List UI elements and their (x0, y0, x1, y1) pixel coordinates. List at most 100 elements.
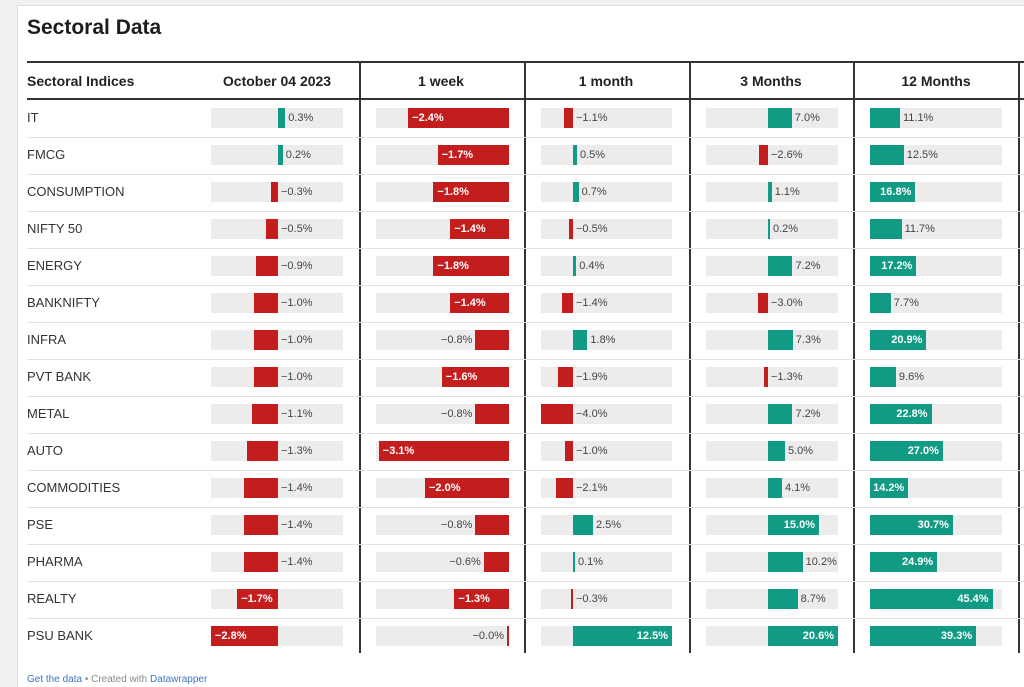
row-label-infra: INFRA (27, 332, 66, 347)
value-label: −1.3% (281, 441, 313, 461)
datawrapper-link[interactable]: Datawrapper (150, 674, 207, 685)
value-label: −1.7% (442, 145, 474, 165)
column-divider (524, 63, 526, 653)
value-label: 12.5% (907, 145, 938, 165)
value-label: 10.2% (806, 552, 837, 572)
row-label-energy: ENERGY (27, 258, 82, 273)
bar-track (211, 108, 343, 128)
value-label: −0.9% (281, 256, 313, 276)
value-label: −1.4% (576, 293, 608, 313)
bar-infra-1-week (475, 330, 509, 350)
header-sectoral-indices: Sectoral Indices (27, 73, 134, 89)
bar-fmcg-3-months (759, 145, 768, 165)
value-label: −2.8% (215, 626, 247, 646)
value-label: −0.6% (449, 552, 481, 572)
bar-pharma-october-04-2023 (244, 552, 278, 572)
value-label: −4.0% (576, 404, 608, 424)
value-label: 0.7% (582, 182, 607, 202)
value-label: 1.8% (590, 330, 615, 350)
value-label: 2.5% (596, 515, 621, 535)
bar-it-1-month (564, 108, 573, 128)
bar-pvt-bank-1-month (558, 367, 573, 387)
row-label-pharma: PHARMA (27, 554, 83, 569)
value-label: −0.8% (441, 404, 473, 424)
bar-realty-1-month (571, 589, 573, 609)
row-separator (27, 396, 1024, 397)
bar-realty-3-months (768, 589, 798, 609)
value-label: 7.7% (894, 293, 919, 313)
row-separator (27, 470, 1024, 471)
bar-psu-bank-1-week (507, 626, 509, 646)
row-label-realty: REALTY (27, 591, 77, 606)
value-label: −2.0% (429, 478, 461, 498)
value-label: 0.4% (579, 256, 604, 276)
row-label-pvt-bank: PVT BANK (27, 369, 91, 384)
bar-fmcg-1-month (573, 145, 577, 165)
value-label: −0.3% (576, 589, 608, 609)
value-label: −1.4% (281, 552, 313, 572)
value-label: −0.3% (281, 182, 313, 202)
bar-pvt-bank-12-months (870, 367, 896, 387)
bar-consumption-1-month (573, 182, 579, 202)
value-label: 24.9% (902, 552, 933, 572)
value-label: −1.4% (281, 478, 313, 498)
row-separator (27, 581, 1024, 582)
column-divider (689, 63, 691, 653)
bar-metal-1-week (475, 404, 509, 424)
value-label: −1.4% (454, 219, 486, 239)
bar-pharma-1-month (573, 552, 575, 572)
value-label: −3.1% (383, 441, 415, 461)
bar-commodities-1-month (556, 478, 573, 498)
value-label: −1.1% (281, 404, 313, 424)
header-1-week: 1 week (418, 73, 464, 89)
bar-banknifty-october-04-2023 (254, 293, 278, 313)
value-label: −2.6% (771, 145, 803, 165)
value-label: 5.0% (788, 441, 813, 461)
row-label-it: IT (27, 110, 39, 125)
row-label-fmcg: FMCG (27, 147, 65, 162)
bar-banknifty-1-month (562, 293, 573, 313)
bar-infra-october-04-2023 (254, 330, 278, 350)
value-label: −1.9% (576, 367, 608, 387)
bar-infra-1-month (573, 330, 587, 350)
value-label: 9.6% (899, 367, 924, 387)
get-data-link[interactable]: Get the data (27, 674, 82, 685)
value-label: 0.2% (773, 219, 798, 239)
value-label: 17.2% (881, 256, 912, 276)
bar-banknifty-12-months (870, 293, 891, 313)
page-title: Sectoral Data (27, 16, 161, 40)
value-label: −1.7% (241, 589, 273, 609)
bar-metal-october-04-2023 (252, 404, 278, 424)
value-label: 39.3% (941, 626, 972, 646)
header-1-month: 1 month (579, 73, 633, 89)
value-label: −1.1% (576, 108, 608, 128)
value-label: 0.2% (286, 145, 311, 165)
footer: Get the data • Created with Datawrapper (27, 674, 207, 685)
footer-separator: • Created with (82, 674, 150, 685)
value-label: −1.4% (454, 293, 486, 313)
bar-nifty-50-3-months (768, 219, 770, 239)
column-divider (1018, 63, 1020, 653)
row-separator (27, 174, 1024, 175)
value-label: 8.7% (801, 589, 826, 609)
row-separator (27, 544, 1024, 545)
value-label: 7.2% (795, 404, 820, 424)
row-label-auto: AUTO (27, 443, 63, 458)
value-label: 14.2% (873, 478, 904, 498)
bar-it-october-04-2023 (278, 108, 285, 128)
bar-pvt-bank-october-04-2023 (254, 367, 278, 387)
bar-auto-3-months (768, 441, 785, 461)
bar-pse-1-month (573, 515, 593, 535)
bar-fmcg-12-months (870, 145, 904, 165)
bar-auto-october-04-2023 (247, 441, 278, 461)
bar-nifty-50-1-month (569, 219, 573, 239)
value-label: −0.8% (441, 515, 473, 535)
bar-pharma-1-week (484, 552, 509, 572)
bar-pse-1-week (475, 515, 509, 535)
row-label-psu-bank: PSU BANK (27, 628, 93, 643)
bar-consumption-october-04-2023 (271, 182, 278, 202)
value-label: 30.7% (918, 515, 949, 535)
bar-infra-3-months (768, 330, 793, 350)
bar-energy-3-months (768, 256, 792, 276)
header-october-04-2023: October 04 2023 (223, 73, 331, 89)
